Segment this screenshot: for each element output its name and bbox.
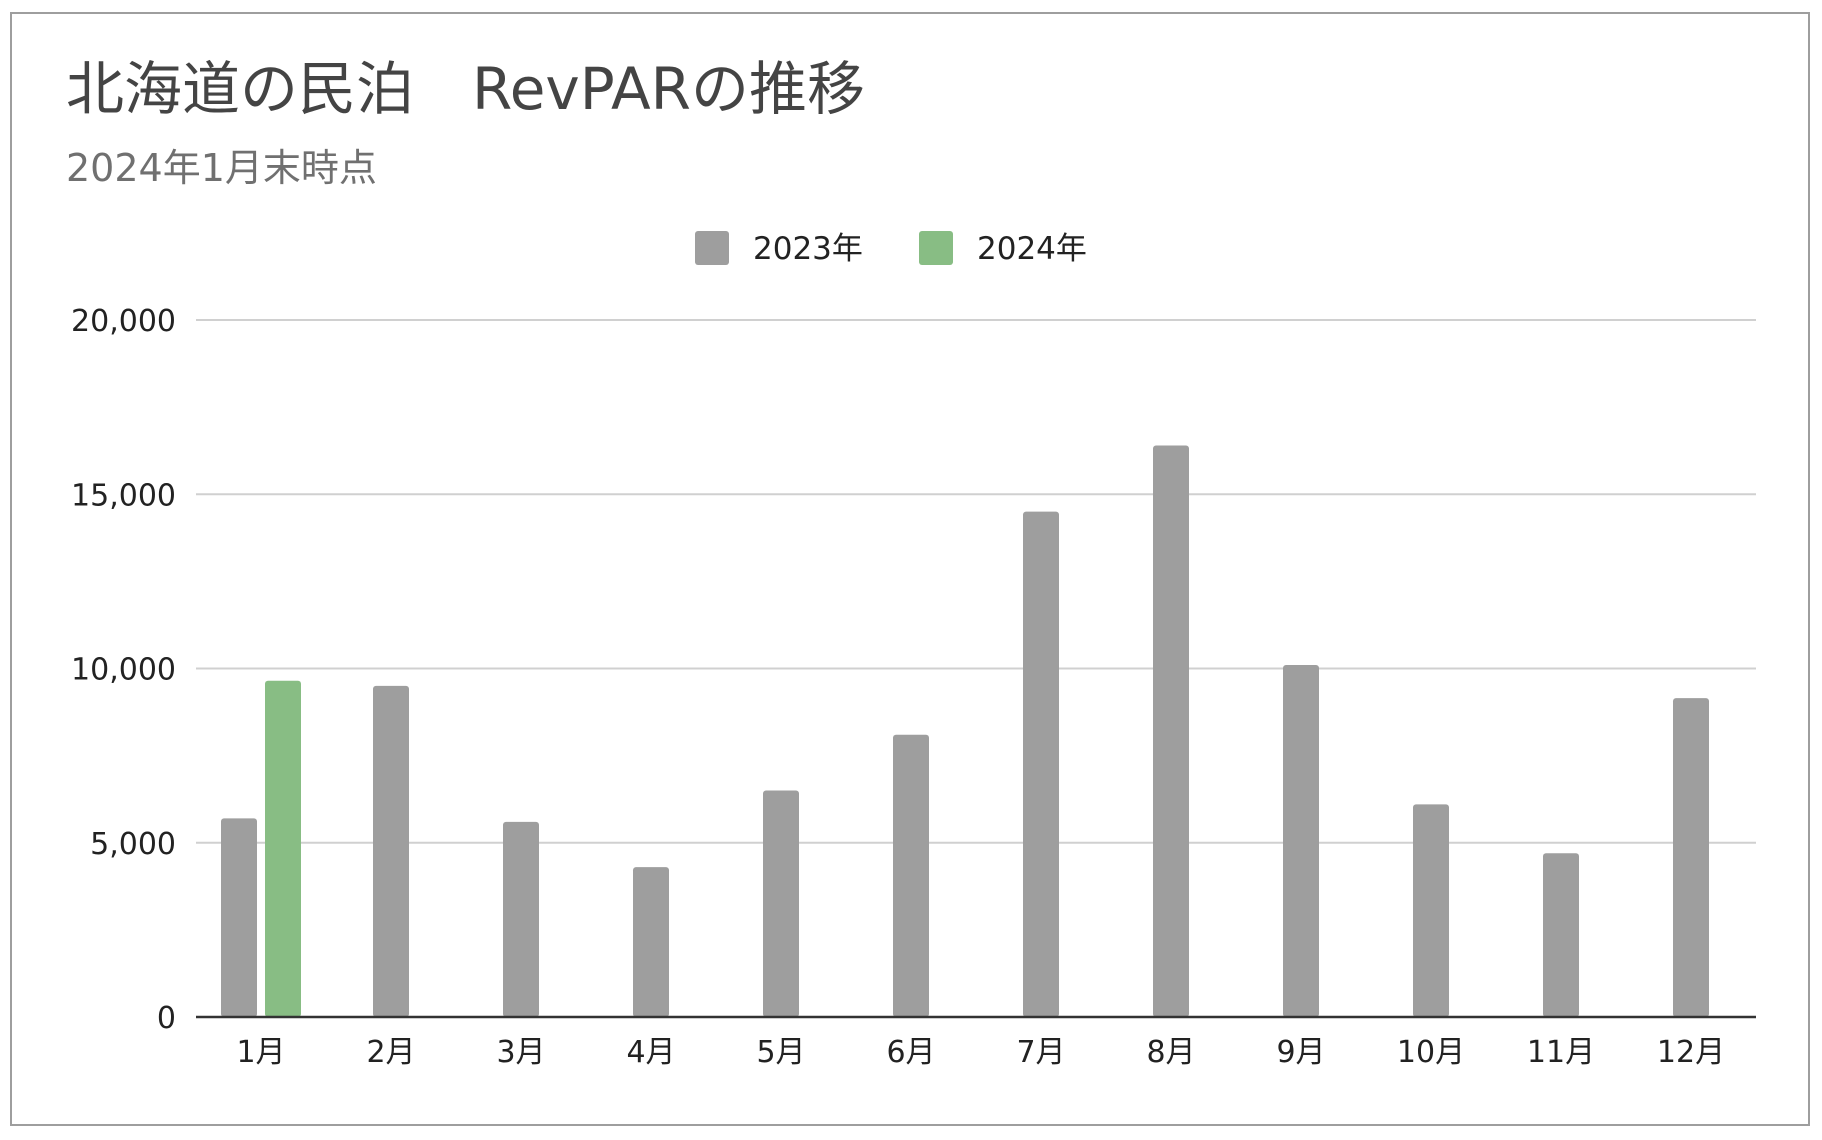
x-tick-label: 7月: [1016, 1035, 1065, 1070]
bar-2023-5: [763, 790, 799, 1017]
bar-2023-4: [633, 867, 669, 1017]
legend-swatch-2024: [919, 231, 953, 265]
x-tick-label: 9月: [1276, 1035, 1325, 1070]
x-tick-label: 1月: [236, 1035, 285, 1070]
legend: 2023年 2024年: [695, 231, 1087, 267]
chart-subtitle: 2024年1月末時点: [66, 146, 377, 190]
bar-2023-12: [1673, 698, 1709, 1017]
legend-swatch-2023: [695, 231, 729, 265]
grid-lines: [196, 319, 1756, 844]
bar-2023-7: [1023, 511, 1059, 1017]
legend-label-2023: 2023年: [753, 231, 863, 267]
y-tick-label: 5,000: [90, 827, 176, 862]
x-axis-tick-labels: 1月 2月 3月 4月 5月 6月 7月 8月 9月 10月 11月 12月: [236, 1035, 1725, 1070]
bar-2023-8: [1153, 445, 1189, 1018]
bar-2023-9: [1283, 665, 1319, 1017]
bar-2023-11: [1543, 853, 1579, 1017]
y-tick-label: 0: [157, 1001, 176, 1036]
x-tick-label: 5月: [756, 1035, 805, 1070]
y-tick-label: 20,000: [71, 304, 176, 339]
x-tick-label: 4月: [626, 1035, 675, 1070]
x-tick-label: 8月: [1146, 1035, 1195, 1070]
y-tick-label: 10,000: [71, 653, 176, 688]
x-tick-label: 3月: [496, 1035, 545, 1070]
bar-2024-1: [265, 680, 301, 1017]
x-tick-label: 11月: [1527, 1035, 1595, 1070]
x-tick-label: 2月: [366, 1035, 415, 1070]
bar-2023-10: [1413, 804, 1449, 1017]
bar-2023-3: [503, 821, 539, 1017]
bar-2023-6: [893, 734, 929, 1017]
chart-title: 北海道の民泊 RevPARの推移: [66, 55, 865, 123]
y-axis-tick-labels: 0 5,000 10,000 15,000 20,000: [71, 304, 176, 1036]
bars: [221, 445, 1709, 1018]
x-tick-label: 10月: [1397, 1035, 1465, 1070]
legend-label-2024: 2024年: [977, 231, 1087, 267]
bar-2023-2: [373, 685, 409, 1017]
bar-2023-1: [221, 818, 257, 1017]
y-tick-label: 15,000: [71, 478, 176, 513]
x-tick-label: 12月: [1657, 1035, 1725, 1070]
x-tick-label: 6月: [886, 1035, 935, 1070]
